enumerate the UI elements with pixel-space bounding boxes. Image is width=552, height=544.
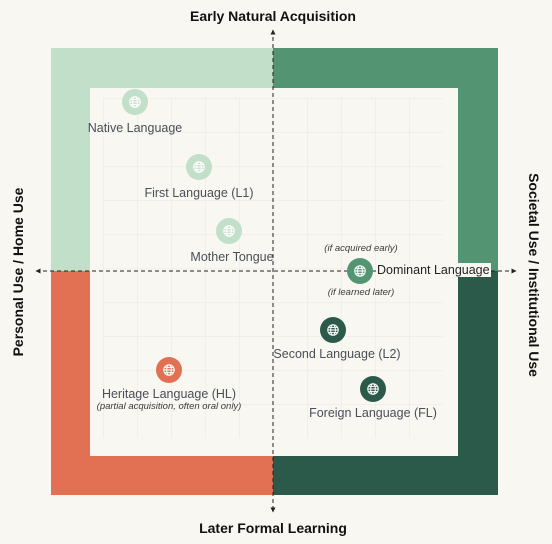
dominant-note-above: (if acquired early) xyxy=(324,243,398,254)
globe-icon xyxy=(122,89,148,115)
axis-title-right: Societal Use / Institutional Use xyxy=(526,173,542,377)
second-language-label: Second Language (L2) xyxy=(273,347,401,361)
dominant-note-below: (if learned later) xyxy=(327,287,395,298)
dominant-language-label: Dominant Language xyxy=(376,263,491,277)
globe-icon xyxy=(186,154,212,180)
globe-icon xyxy=(360,376,386,402)
heritage-note: (partial acquisition, often oral only) xyxy=(96,401,242,412)
axis-title-bottom: Later Formal Learning xyxy=(199,520,347,536)
globe-icon xyxy=(347,258,373,284)
axis-title-left: Personal Use / Home Use xyxy=(10,187,26,357)
globe-icon xyxy=(320,317,346,343)
mother-tongue-label: Mother Tongue xyxy=(190,250,274,264)
native-language-label: Native Language xyxy=(87,121,183,135)
globe-icon xyxy=(156,357,182,383)
globe-icon xyxy=(216,218,242,244)
first-language-label: First Language (L1) xyxy=(144,186,254,200)
axis-title-top: Early Natural Acquisition xyxy=(190,8,356,24)
heritage-language-label: Heritage Language (HL) xyxy=(101,387,237,401)
foreign-language-label: Foreign Language (FL) xyxy=(309,406,437,420)
